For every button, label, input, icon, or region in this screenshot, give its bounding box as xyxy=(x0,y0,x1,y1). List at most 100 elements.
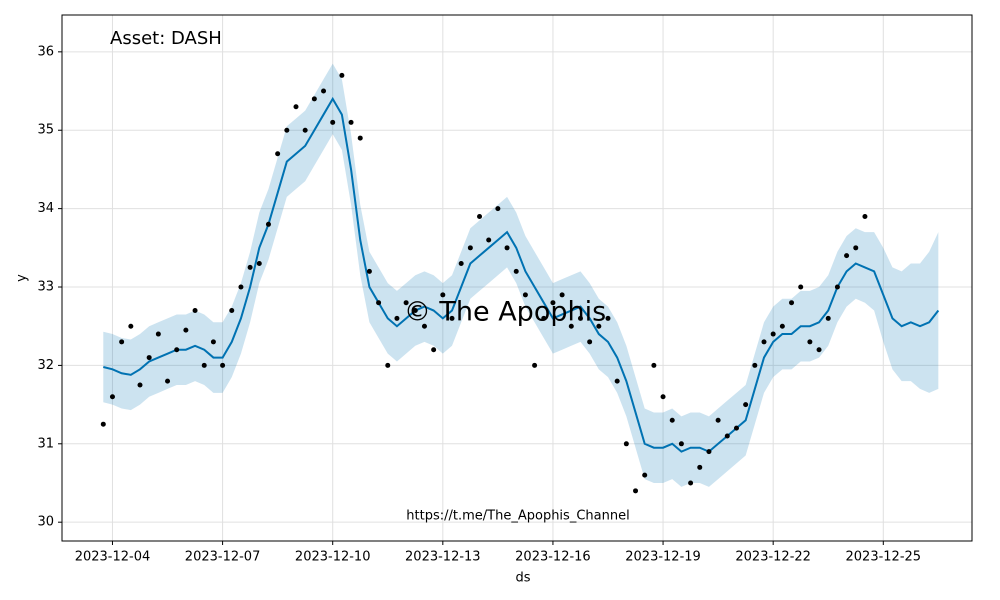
grid xyxy=(62,15,972,541)
y-tick-label: 34 xyxy=(37,201,54,216)
observed-point xyxy=(642,472,648,478)
plot-data xyxy=(100,63,940,494)
observed-point xyxy=(724,433,730,439)
observed-point xyxy=(596,323,602,329)
observed-point xyxy=(201,362,207,368)
axes: 30 31 32 33 34 35 36 2023-12-04 2023-12-07 2023-1… xyxy=(37,44,921,564)
plot-frame xyxy=(61,14,973,542)
observed-point xyxy=(348,119,354,125)
observed-point xyxy=(623,441,629,447)
observed-point xyxy=(486,237,492,243)
observed-point xyxy=(495,206,501,212)
y-tick-label: 32 xyxy=(37,358,54,373)
observed-point xyxy=(119,339,125,345)
observed-point xyxy=(284,127,290,133)
observed-point xyxy=(394,315,400,321)
observed-point xyxy=(385,362,391,368)
observed-point xyxy=(743,402,749,408)
observed-point xyxy=(862,213,868,219)
x-tick-label: 2023-12-07 xyxy=(185,550,261,565)
observed-point xyxy=(807,339,813,345)
observed-point xyxy=(532,362,538,368)
observed-point xyxy=(174,347,180,353)
y-axis-label: y xyxy=(15,274,30,282)
x-tick-label: 2023-12-25 xyxy=(846,550,922,565)
x-tick-label: 2023-12-16 xyxy=(515,550,591,565)
observed-point xyxy=(155,331,161,337)
observed-point xyxy=(293,104,299,110)
observed-point xyxy=(229,308,235,314)
observed-point xyxy=(238,284,244,290)
observed-point xyxy=(421,323,427,329)
x-tick-label: 2023-12-19 xyxy=(625,550,701,565)
observed-point xyxy=(504,245,510,251)
observed-point xyxy=(302,127,308,133)
observed-point xyxy=(587,339,593,345)
observed-point xyxy=(688,480,694,486)
observed-point xyxy=(412,308,418,314)
chart-title: Asset: DASH xyxy=(110,28,222,49)
observed-point xyxy=(210,339,216,345)
observed-point xyxy=(577,315,583,321)
observed-point xyxy=(605,315,611,321)
observed-point xyxy=(339,72,345,78)
y-tick-label: 35 xyxy=(37,123,54,138)
observed-point xyxy=(844,253,850,259)
observed-point xyxy=(477,213,483,219)
observed-point xyxy=(247,264,253,270)
observed-point xyxy=(366,268,372,274)
x-tick-label: 2023-12-10 xyxy=(295,550,371,565)
observed-point xyxy=(376,300,382,306)
observed-point xyxy=(706,449,712,455)
observed-point xyxy=(678,441,684,447)
observed-point xyxy=(733,425,739,431)
observed-point xyxy=(853,245,859,251)
observed-point xyxy=(568,323,574,329)
observed-point xyxy=(513,268,519,274)
observed-point xyxy=(192,308,198,314)
watermark: © The Apophis xyxy=(404,297,606,328)
y-tick-label: 31 xyxy=(37,436,54,451)
observed-point xyxy=(614,378,620,384)
observed-point xyxy=(137,382,143,388)
observed-point xyxy=(825,315,831,321)
observed-point xyxy=(761,339,767,345)
observed-point xyxy=(559,292,565,298)
observed-point xyxy=(458,260,464,266)
observed-point xyxy=(265,221,271,227)
x-tick-label: 2023-12-22 xyxy=(735,550,811,565)
observed-point xyxy=(165,378,171,384)
uncertainty-band xyxy=(103,63,939,487)
annotation: https://t.me/The_Apophis_Channel xyxy=(406,509,629,524)
y-tick-label: 36 xyxy=(37,44,54,59)
observed-point xyxy=(449,315,455,321)
observed-point xyxy=(550,300,556,306)
x-tick-label: 2023-12-13 xyxy=(405,550,481,565)
observed-point xyxy=(816,347,822,353)
observed-point xyxy=(660,394,666,400)
observed-point xyxy=(770,331,776,337)
observed-point xyxy=(541,315,547,321)
observed-point xyxy=(431,347,437,353)
observed-point xyxy=(798,284,804,290)
y-tick-label: 33 xyxy=(37,280,54,295)
observed-point xyxy=(633,488,639,494)
x-tick-label: 2023-12-04 xyxy=(75,550,151,565)
observed-point xyxy=(311,96,317,102)
observed-point xyxy=(100,421,106,427)
y-tick-label: 30 xyxy=(37,515,54,530)
observed-point xyxy=(669,417,675,423)
observed-point xyxy=(651,362,657,368)
observed-point xyxy=(403,300,409,306)
observed-point xyxy=(697,464,703,470)
observed-point xyxy=(357,135,363,141)
observed-point xyxy=(440,292,446,298)
forecast-line xyxy=(103,96,940,453)
observed-point xyxy=(128,323,134,329)
x-axis-label: ds xyxy=(515,571,530,586)
observed-point xyxy=(752,362,758,368)
observed-point xyxy=(321,88,327,94)
observed-point xyxy=(256,260,262,266)
observed-point xyxy=(330,119,336,125)
